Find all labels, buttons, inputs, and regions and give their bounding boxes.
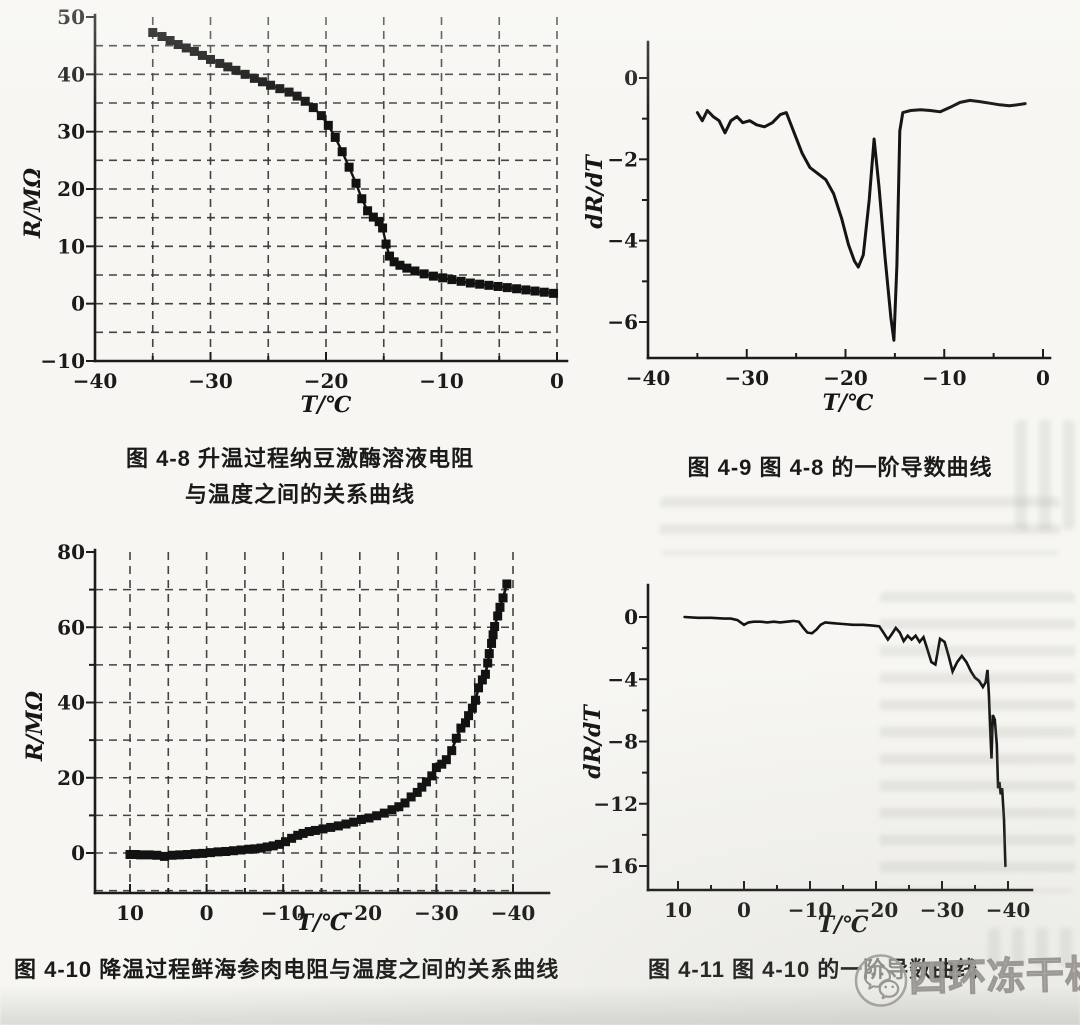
svg-text:−30: −30	[920, 898, 965, 922]
svg-text:30: 30	[57, 120, 85, 144]
svg-text:R/MΩ: R/MΩ	[20, 167, 46, 239]
svg-text:−40: −40	[626, 366, 671, 390]
svg-text:10: 10	[116, 901, 144, 925]
svg-text:T/℃: T/℃	[301, 392, 352, 418]
svg-text:−10: −10	[788, 898, 833, 922]
figure-4-9-derivative-chart: −40 −30 −20 −10 0 0 −2 −4 −6 T/℃ dR/dT	[580, 0, 1080, 440]
svg-text:0: 0	[624, 66, 638, 90]
svg-text:0: 0	[71, 841, 85, 865]
svg-text:−40: −40	[73, 369, 118, 393]
svg-text:T/℃: T/℃	[823, 390, 874, 416]
wechat-icon	[854, 954, 908, 1007]
figure-4-10-resistance-temperature-chart: 10 0 −10 −20 −30 −40 80 60 40 20 0 T/℃ R/MΩ	[0, 530, 580, 962]
svg-text:dR/dT: dR/dT	[580, 704, 606, 779]
svg-text:−2: −2	[607, 147, 638, 171]
svg-text:−40: −40	[986, 898, 1031, 922]
svg-text:−20: −20	[338, 901, 383, 925]
figure-4-11-caption: 图 4-11 图 4-10 的一阶导数曲线	[648, 957, 979, 982]
svg-text:10: 10	[664, 898, 692, 922]
svg-text:0: 0	[550, 369, 564, 393]
figure-4-8-caption-line1: 图 4-8 升温过程纳豆激酶溶液电阻	[125, 446, 475, 471]
watermark-text: 四环冻干机	[908, 953, 1080, 1001]
svg-text:−20: −20	[823, 366, 868, 390]
svg-text:−4: −4	[607, 667, 638, 691]
svg-text:0: 0	[71, 292, 85, 316]
figure-4-9-caption: 图 4-9 图 4-8 的一阶导数曲线	[687, 455, 993, 480]
svg-text:−30: −30	[414, 901, 459, 925]
svg-text:−16: −16	[593, 854, 638, 878]
svg-text:−10: −10	[261, 901, 306, 925]
svg-text:40: 40	[57, 62, 85, 86]
svg-text:20: 20	[57, 766, 85, 790]
svg-text:20: 20	[57, 177, 85, 201]
figure-4-8-resistance-temperature-chart: −40 −30 −20 −10 0 50 40 30 20 10 0 −10 T/℃ R/MΩ	[0, 0, 580, 432]
svg-text:80: 80	[57, 540, 85, 564]
figure-4-8-caption-line2: 与温度之间的关系曲线	[184, 482, 415, 507]
svg-text:R/MΩ: R/MΩ	[22, 690, 48, 762]
svg-text:40: 40	[57, 691, 85, 715]
svg-text:0: 0	[200, 901, 214, 925]
svg-text:−4: −4	[607, 229, 638, 253]
svg-text:−30: −30	[188, 369, 233, 393]
svg-text:dR/dT: dR/dT	[582, 154, 608, 229]
page-bleed-through	[660, 497, 1060, 555]
svg-text:60: 60	[57, 615, 85, 639]
svg-text:0: 0	[624, 605, 638, 629]
svg-text:10: 10	[57, 234, 85, 258]
svg-text:−6: −6	[607, 310, 638, 334]
svg-text:−10: −10	[922, 366, 967, 390]
svg-text:0: 0	[737, 898, 751, 922]
svg-text:0: 0	[1036, 366, 1050, 390]
svg-text:50: 50	[57, 5, 85, 29]
figure-4-11-derivative-chart: 10 0 −10 −20 −30 −40 0 −4 −8 −12 −16 T/℃ dR/dT	[580, 560, 1080, 1000]
svg-text:−8: −8	[607, 730, 638, 754]
svg-text:−20: −20	[854, 898, 899, 922]
svg-text:T/℃: T/℃	[297, 910, 348, 936]
svg-text:−12: −12	[593, 792, 638, 816]
figure-4-10-caption: 图 4-10 降温过程鲜海参肉电阻与温度之间的关系曲线	[14, 957, 560, 982]
svg-text:−10: −10	[419, 369, 464, 393]
watermark: 四环冻干机	[852, 947, 1080, 1010]
svg-text:T/℃: T/℃	[818, 912, 869, 938]
svg-text:−40: −40	[491, 901, 536, 925]
svg-text:−30: −30	[724, 366, 769, 390]
svg-text:−10: −10	[40, 349, 85, 373]
svg-text:−20: −20	[304, 369, 349, 393]
